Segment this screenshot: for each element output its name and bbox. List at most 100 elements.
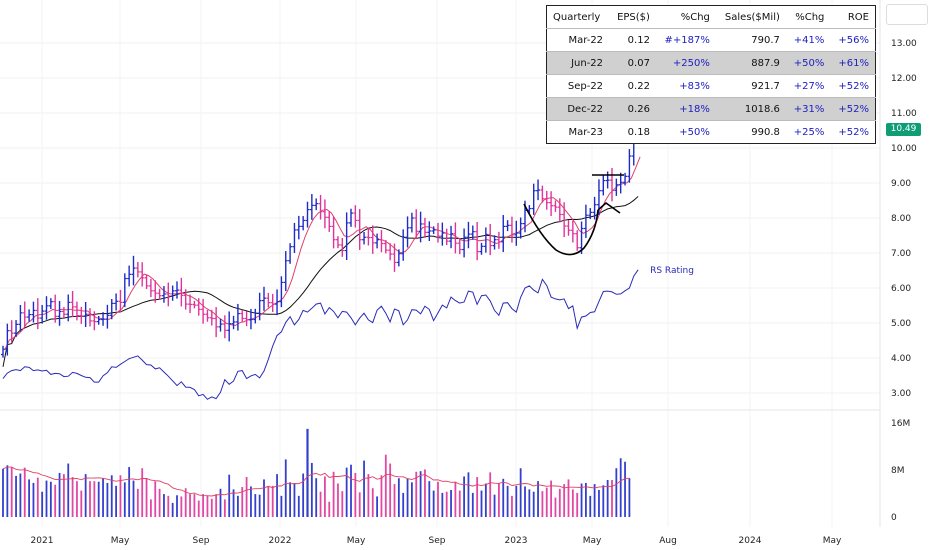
price-bar bbox=[53, 294, 58, 323]
price-bar bbox=[375, 233, 380, 249]
price-bar bbox=[166, 282, 171, 307]
grid-lines bbox=[0, 0, 880, 527]
sales-cell: 990.8 bbox=[715, 120, 786, 144]
price-bar bbox=[122, 273, 127, 308]
volume-bar bbox=[615, 468, 618, 517]
volume-bar bbox=[206, 495, 209, 517]
volume-bar bbox=[532, 491, 535, 517]
price-bar bbox=[562, 202, 567, 238]
quarter-cell: Mar-22 bbox=[546, 28, 610, 52]
price-bar bbox=[549, 191, 554, 216]
volume-bar bbox=[415, 471, 418, 517]
time-tick-label: May bbox=[823, 536, 842, 546]
volume-bar bbox=[611, 479, 613, 517]
volume-bar bbox=[589, 495, 592, 517]
volume-bar bbox=[471, 492, 474, 517]
price-tick-label: 13.00 bbox=[891, 39, 917, 49]
volume-bar bbox=[480, 490, 483, 517]
price-bar bbox=[218, 318, 223, 332]
volume-bar bbox=[49, 481, 52, 517]
last-price-badge: 10.49 bbox=[886, 123, 921, 136]
price-bar bbox=[540, 185, 545, 203]
price-bar bbox=[157, 288, 162, 300]
volume-bar bbox=[493, 494, 496, 517]
quarter-cell: Jun-22 bbox=[546, 51, 610, 75]
price-bar bbox=[579, 221, 584, 255]
eps-cell: 0.26 bbox=[609, 97, 656, 121]
volume-bar bbox=[67, 463, 70, 517]
volume-bar bbox=[524, 486, 526, 517]
price-bar bbox=[305, 201, 310, 228]
volume-bar bbox=[145, 478, 148, 517]
chart-settings-box[interactable] bbox=[886, 4, 928, 25]
volume-bar bbox=[563, 484, 566, 517]
price-bar bbox=[366, 228, 371, 246]
volume-bar bbox=[41, 491, 44, 517]
volume-bar bbox=[441, 492, 444, 517]
volume-tick-label: 0 bbox=[891, 513, 897, 523]
price-bar bbox=[379, 230, 384, 253]
price-bar bbox=[470, 225, 475, 240]
price-bar bbox=[57, 300, 62, 326]
volume-bar bbox=[63, 474, 65, 517]
volume-bar bbox=[363, 460, 365, 517]
price-bar bbox=[618, 172, 623, 194]
volume-bar bbox=[254, 494, 257, 517]
price-bar bbox=[5, 323, 10, 356]
price-bar bbox=[475, 222, 480, 261]
volume-bar bbox=[110, 475, 113, 517]
sales-change-cell: +50% bbox=[785, 51, 831, 75]
volume-bar bbox=[58, 472, 61, 517]
price-bar bbox=[270, 293, 275, 312]
volume-bar bbox=[119, 475, 122, 517]
volume-bar bbox=[210, 498, 213, 517]
volume-bar bbox=[367, 474, 370, 517]
price-bar bbox=[105, 304, 110, 329]
price-bar bbox=[161, 286, 166, 303]
price-tick-label: 8.00 bbox=[891, 214, 911, 224]
time-tick-label: 2023 bbox=[505, 536, 528, 546]
volume-bar bbox=[306, 428, 309, 517]
sales-change-cell: +41% bbox=[785, 28, 831, 52]
price-bar bbox=[309, 194, 314, 220]
volume-bar bbox=[593, 484, 596, 517]
price-bar bbox=[353, 205, 358, 228]
price-bar bbox=[201, 298, 206, 324]
price-bar bbox=[170, 285, 175, 301]
price-bar bbox=[61, 307, 66, 319]
volume-bar bbox=[293, 483, 296, 517]
fundamentals-header-row: Quarterly EPS($) %Chg Sales($Mil) %Chg R… bbox=[546, 6, 876, 29]
price-bar bbox=[396, 249, 401, 267]
price-bar bbox=[179, 277, 184, 307]
price-bar bbox=[35, 298, 40, 330]
price-bar bbox=[466, 221, 471, 249]
price-bar bbox=[409, 212, 414, 233]
price-bar bbox=[192, 300, 197, 309]
volume-bar bbox=[163, 494, 165, 517]
volume-bar bbox=[432, 490, 435, 517]
price-bar bbox=[575, 230, 580, 251]
moving-average-long bbox=[2, 196, 639, 367]
volume-bar bbox=[141, 468, 144, 517]
volume-bar bbox=[93, 481, 96, 517]
quarter-cell: Dec-22 bbox=[546, 97, 610, 121]
price-bar bbox=[605, 171, 610, 189]
volume-bar bbox=[484, 483, 487, 517]
volume-bar bbox=[332, 471, 335, 517]
price-bar bbox=[357, 209, 362, 250]
price-bar bbox=[427, 221, 432, 242]
price-bar bbox=[292, 222, 297, 253]
price-bar bbox=[614, 178, 619, 196]
header-eps: EPS($) bbox=[617, 11, 650, 23]
volume-bar bbox=[463, 476, 465, 517]
volume-bar bbox=[506, 485, 509, 517]
price-bar bbox=[266, 292, 271, 308]
price-bar bbox=[131, 255, 136, 286]
price-bar bbox=[70, 290, 75, 318]
volume-bar bbox=[302, 473, 305, 517]
price-bar bbox=[570, 220, 575, 243]
price-bar bbox=[209, 309, 214, 326]
price-bar bbox=[66, 294, 71, 322]
volume-bar bbox=[45, 480, 48, 517]
